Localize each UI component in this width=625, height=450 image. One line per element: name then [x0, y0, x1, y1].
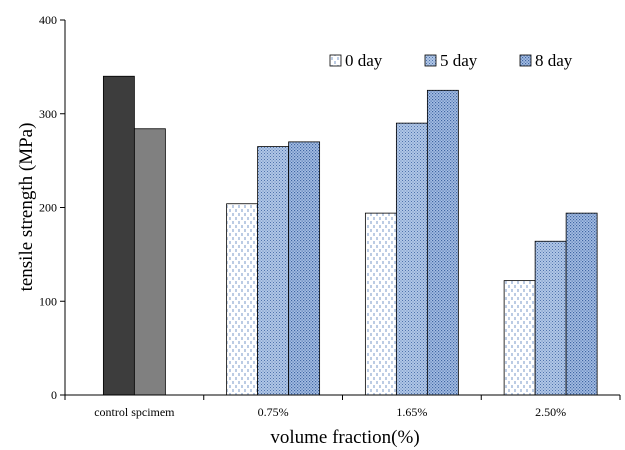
legend-label: 0 day	[345, 51, 383, 70]
series-bar	[395, 122, 428, 396]
bars-group	[102, 75, 598, 396]
x-tick-label: 0.75%	[258, 405, 289, 419]
control-bar	[133, 128, 166, 396]
y-ticks-group: 0 100 200 300 400	[39, 13, 65, 402]
x-tick-label: 1.65%	[396, 405, 427, 419]
series-bar	[226, 203, 259, 396]
y-tick-label: 200	[39, 201, 57, 215]
x-tick-label: 2.50%	[535, 405, 566, 419]
legend-swatch	[519, 54, 532, 67]
legend-swatch	[424, 54, 437, 67]
legend-label: 8 day	[535, 51, 573, 70]
series-bar	[426, 89, 459, 396]
legend-label: 5 day	[440, 51, 478, 70]
series-bar	[364, 212, 397, 396]
y-tick-label: 0	[51, 388, 57, 402]
x-tick-label: control spcimem	[94, 405, 175, 419]
x-axis-title: volume fraction(%)	[270, 427, 419, 448]
y-tick-label: 100	[39, 294, 57, 308]
x-ticks-group: control spcimem 0.75% 1.65% 2.50%	[64, 395, 621, 419]
series-bar	[503, 280, 536, 396]
legend: 0 day 5 day 8 day	[329, 51, 573, 70]
y-tick-label: 400	[39, 13, 57, 27]
series-bar	[565, 212, 598, 396]
legend-swatch	[329, 54, 342, 67]
series-bar	[257, 146, 290, 396]
series-bar	[288, 141, 321, 396]
y-axis-title: tensile strength (MPa)	[16, 123, 37, 292]
control-bar	[102, 75, 135, 396]
series-bar	[534, 240, 567, 396]
y-tick-label: 300	[39, 107, 57, 121]
